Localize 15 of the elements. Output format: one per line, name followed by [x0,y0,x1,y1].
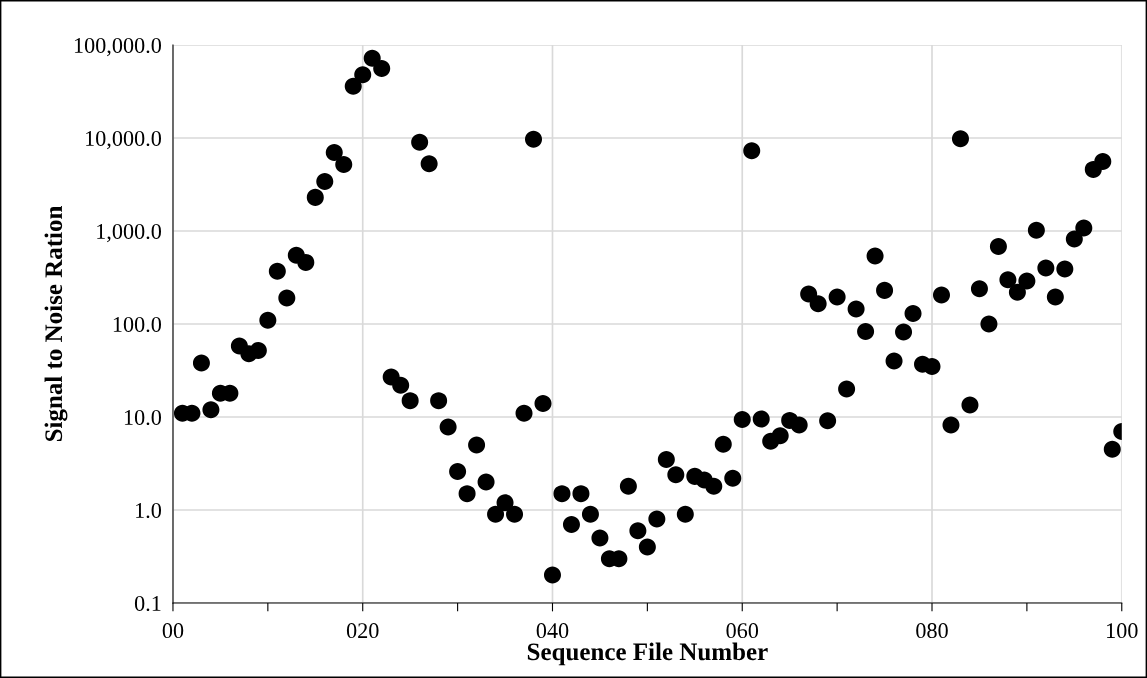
y-axis-title: Signal to Noise Ration [44,205,68,442]
x-tick-label: 060 [726,623,759,639]
x-tick-label: 020 [346,623,379,639]
x-tick-label: 040 [536,623,569,639]
y-tick-label: 100,000.0 [74,37,162,57]
x-tick-label: 00 [162,623,184,639]
y-tick-label: 10,000.0 [86,130,162,150]
y-tick-label: 1,000.0 [97,223,162,243]
y-tick-label: 0.1 [134,595,161,612]
x-axis-title: Sequence File Number [527,642,768,666]
y-tick-label: 1.0 [136,502,162,519]
x-tick-label: 100 [1107,623,1138,639]
x-tick-label: 080 [916,623,948,639]
y-tick-label: 10.0 [124,409,162,426]
y-tick-label: 100.0 [113,316,162,333]
